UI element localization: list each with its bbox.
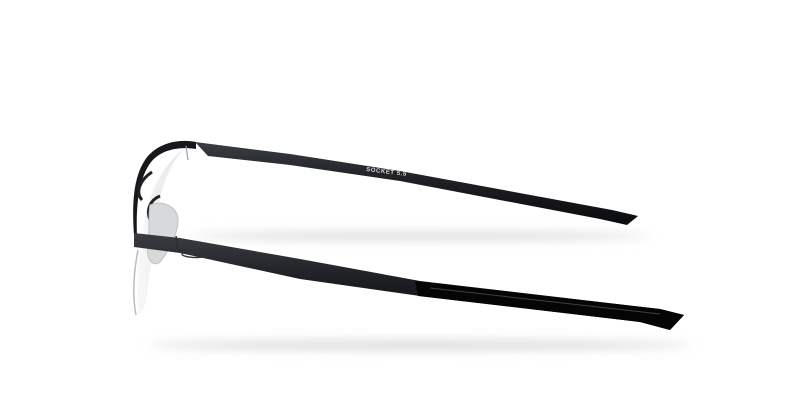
temple-text: SOCKET 5.5 xyxy=(366,167,407,178)
nose-pad xyxy=(147,202,179,265)
tip-highlight xyxy=(429,287,661,315)
shadow xyxy=(190,232,650,240)
lens-line xyxy=(133,249,139,316)
hinge xyxy=(175,235,179,253)
rim-screw xyxy=(185,145,189,161)
temple-tip xyxy=(415,281,684,330)
front-rim xyxy=(133,140,196,235)
lens-edge xyxy=(137,148,186,314)
upper-temple xyxy=(195,142,638,225)
logo xyxy=(181,249,211,259)
shadow xyxy=(150,340,690,350)
